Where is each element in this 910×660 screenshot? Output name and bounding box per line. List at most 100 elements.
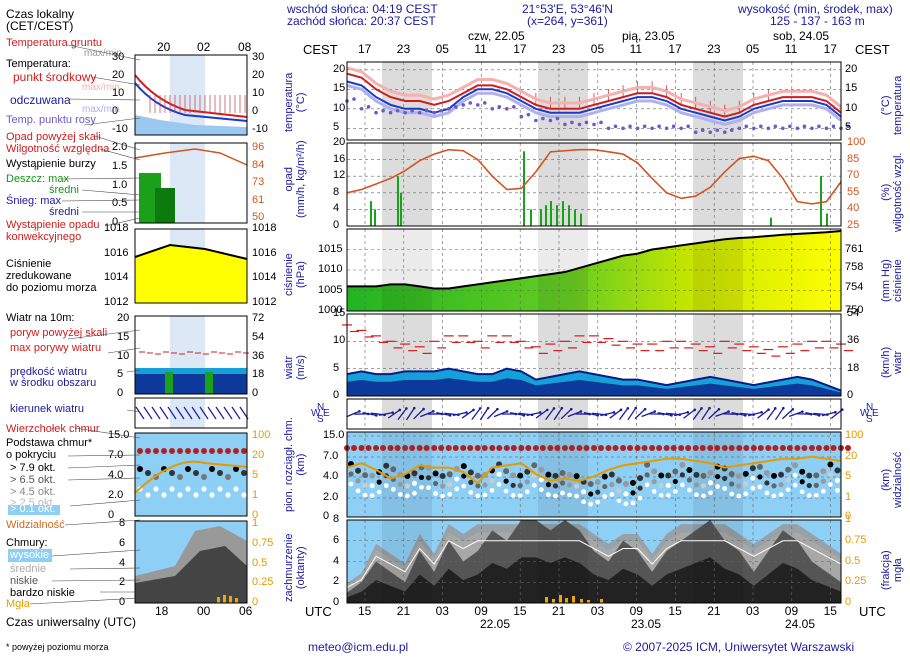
mini-hour-bottom-3: 06 [239, 604, 253, 618]
cloud-base-point [581, 499, 587, 505]
cloud-base-point [630, 479, 636, 486]
temp-tick-left: 5 [333, 121, 340, 134]
cloud-base-point [672, 478, 678, 485]
cloud-top-point [641, 445, 648, 451]
wind-dir-arrow [406, 407, 415, 421]
mini-tick: 2.0 [112, 141, 128, 153]
cloud-tick-right: 0 [845, 510, 852, 522]
wind-frame [346, 313, 842, 397]
cloud-base-point [496, 471, 502, 478]
cloud-base-point [756, 463, 763, 470]
side-label-temp-line: temperatura [283, 72, 295, 132]
legend-cloud-frame [134, 432, 248, 517]
wind-dir-arrow [526, 411, 541, 417]
wind-dir-arrow [461, 409, 474, 419]
cloud-base-point [764, 480, 770, 486]
fog-bar [600, 599, 603, 603]
cloud-base-point [792, 472, 798, 478]
cloud-top-point [568, 445, 575, 451]
mini-tick: 1014 [252, 271, 277, 284]
wind-dir-arrow [641, 410, 655, 418]
wind-tick-left: 5 [333, 361, 340, 374]
precip-tick-left: 0 [333, 219, 340, 231]
press-tick-left: 1010 [318, 263, 343, 275]
cloud-base-point [517, 472, 524, 479]
fog-bar [545, 597, 548, 603]
legend-cloud-base [241, 470, 247, 476]
cloud-base-point [715, 484, 720, 489]
wind-dir-arrow [567, 410, 582, 418]
mini-tick: 0 [112, 216, 119, 228]
cloud-top-point [394, 445, 401, 451]
side-label-precip-right: (%) wilgotność wzgl. [880, 153, 904, 232]
legend-cloud-low [209, 492, 215, 498]
legend-deszcz-max: Deszcz: max [6, 173, 69, 185]
cover-tick-left: 4 [333, 554, 340, 567]
cloud-top-point [351, 445, 357, 451]
cloud-top-point [801, 445, 808, 451]
cloud-base-point [722, 486, 728, 491]
legend-burza: Wystąpienie burzy [6, 158, 96, 170]
cloud-frame [346, 431, 842, 518]
temp-feel-band [346, 83, 842, 126]
cloud-base-point [573, 473, 580, 480]
legend-dir-arrow [183, 406, 193, 420]
legend-cloud-top [225, 448, 231, 454]
wind-dir-arrow [609, 409, 622, 419]
cloud-base-point [475, 483, 481, 489]
cloud-base-point [771, 493, 777, 499]
temp-dewpoint-point [671, 124, 676, 129]
cloud-top-point [431, 445, 438, 451]
legend-konwekcyjnego: konwekcyjnego [6, 231, 82, 243]
mini-tick: 10 [117, 349, 130, 362]
email-link[interactable]: meteo@icm.edu.pl [308, 640, 409, 654]
hour-cest: 17 [823, 42, 837, 56]
cloud-base-point [608, 471, 615, 478]
side-label-cover-line: zachmurzenie [283, 533, 295, 602]
mini-tick: 2.0 [108, 489, 124, 501]
legend-dir-arrow [167, 406, 177, 420]
mini-tick: 0.5 [252, 556, 268, 569]
cloud-base-point [446, 471, 453, 478]
legend-zredukowane: zredukowane [6, 270, 72, 282]
cloud-tick-left: 7.0 [323, 450, 339, 462]
cloud-base-point [778, 492, 784, 498]
cloud-base-point [806, 472, 813, 479]
cloud-base-point [637, 485, 643, 491]
cloud-base-point [736, 493, 742, 499]
legend-dir-arrow [175, 406, 185, 420]
sunset-text: zachód słońca: 20:37 CEST [287, 14, 436, 28]
legend-leader [94, 135, 141, 151]
legend-cloud-top [201, 448, 207, 454]
wind-tick-right: 36 [847, 334, 860, 347]
legend-cloud-top [161, 448, 167, 454]
legend-cloud-low [161, 492, 167, 498]
wind-dir-head [791, 407, 795, 411]
legend-cover-frame [134, 520, 248, 604]
legend-night-band [170, 143, 205, 223]
wind-dir-arrow [493, 410, 508, 418]
side-label-temp: temperatura (°C) [283, 73, 307, 132]
legend-cloud-low [201, 486, 207, 492]
cloud-base-point [383, 483, 389, 489]
cloud-top-point [510, 445, 517, 451]
cloud-base-point [468, 489, 474, 495]
cloud-base-point [828, 482, 833, 487]
legend-cloud-base [217, 470, 223, 476]
cloud-base-point [545, 471, 552, 478]
cloud-top-point [474, 445, 481, 451]
mini-tick: 73 [252, 176, 265, 188]
legend-cloud-top [185, 448, 191, 454]
mini-tick: 0 [252, 387, 259, 399]
wind-dir-arrow [510, 412, 524, 416]
legend-cloud-base [145, 470, 151, 476]
cloud-base-point [594, 479, 601, 486]
cloud-base-point [553, 493, 558, 499]
cloud-base-point [531, 482, 537, 488]
wind-dir-head [391, 411, 394, 414]
precip-rain-bar [400, 192, 402, 226]
cloud-base-point [461, 483, 467, 489]
legend-leader [67, 454, 141, 457]
night-band [382, 399, 432, 429]
precip-tick-right: 100 [847, 136, 866, 148]
